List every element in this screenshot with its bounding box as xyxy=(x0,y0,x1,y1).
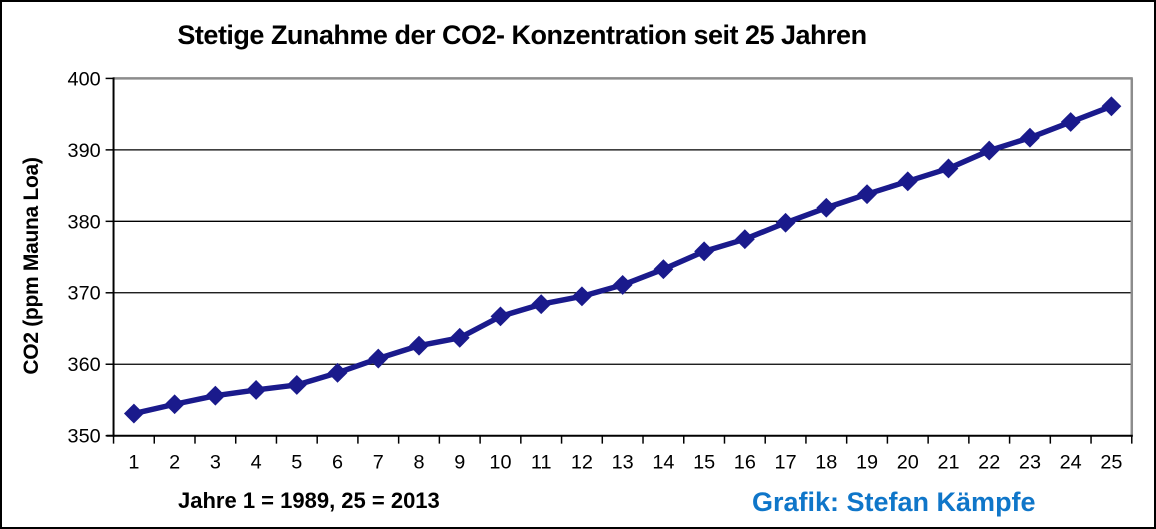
data-point-marker xyxy=(1101,96,1122,117)
data-point-marker xyxy=(409,335,429,356)
data-point-marker xyxy=(816,197,837,218)
data-point-marker xyxy=(938,158,959,179)
x-tick-label: 3 xyxy=(210,451,221,473)
data-point-marker xyxy=(286,375,307,395)
data-point-marker xyxy=(979,140,1000,161)
x-tick-label: 8 xyxy=(413,451,424,473)
data-point-marker xyxy=(694,241,715,262)
data-point-marker xyxy=(368,348,389,369)
x-tick-label: 19 xyxy=(856,451,878,473)
y-tick-label: 360 xyxy=(68,354,101,376)
x-tick-label: 4 xyxy=(251,451,262,473)
data-point-marker xyxy=(449,327,470,348)
x-tick-label: 24 xyxy=(1060,451,1082,473)
x-tick-label: 1 xyxy=(128,451,139,473)
y-tick-label: 370 xyxy=(68,283,101,305)
x-tick-label: 17 xyxy=(775,451,797,473)
x-tick-label: 6 xyxy=(332,451,343,473)
chart-title: Stetige Zunahme der CO2- Konzentration s… xyxy=(177,20,867,50)
data-point-marker xyxy=(857,184,877,205)
x-tick-label: 5 xyxy=(291,451,302,473)
data-point-marker xyxy=(327,362,348,383)
x-tick-label: 21 xyxy=(937,451,959,473)
data-point-marker xyxy=(164,394,185,415)
y-tick-label: 380 xyxy=(68,211,101,233)
series-line xyxy=(131,103,1115,417)
data-point-marker xyxy=(572,286,592,307)
data-point-marker xyxy=(1060,112,1081,132)
x-tick-label: 11 xyxy=(531,451,552,473)
x-tick-label: 23 xyxy=(1019,451,1041,473)
data-point-marker xyxy=(897,171,918,192)
x-tick-label: 10 xyxy=(489,451,511,473)
x-tick-label: 16 xyxy=(734,451,756,473)
data-point-marker xyxy=(490,306,511,327)
x-tick-label: 13 xyxy=(612,451,634,473)
x-tick-label: 15 xyxy=(693,451,715,473)
x-tick-label: 12 xyxy=(571,451,593,473)
x-tick-label: 18 xyxy=(815,451,837,473)
data-point-marker xyxy=(775,212,796,233)
x-tick-label: 7 xyxy=(373,451,384,473)
y-tick-label: 350 xyxy=(68,426,101,448)
data-point-marker xyxy=(123,403,144,424)
y-tick-label: 400 xyxy=(68,68,101,90)
data-point-marker xyxy=(205,385,226,406)
x-tick-label: 14 xyxy=(652,451,674,473)
data-point-marker xyxy=(246,380,267,400)
data-point-marker xyxy=(734,229,755,250)
x-axis-note: Jahre 1 = 1989, 25 = 2013 xyxy=(178,488,440,513)
x-tick-label: 9 xyxy=(454,451,465,473)
data-point-marker xyxy=(531,294,552,315)
x-tick-label: 22 xyxy=(978,451,1000,473)
data-point-marker xyxy=(653,259,674,280)
data-point-marker xyxy=(1020,127,1040,148)
credit-text: Grafik: Stefan Kämpfe xyxy=(752,487,1036,517)
x-tick-label: 2 xyxy=(169,451,180,473)
data-point-marker xyxy=(612,275,633,295)
x-tick-label: 20 xyxy=(897,451,919,473)
y-tick-label: 390 xyxy=(68,140,101,162)
x-tick-label: 25 xyxy=(1100,451,1122,473)
